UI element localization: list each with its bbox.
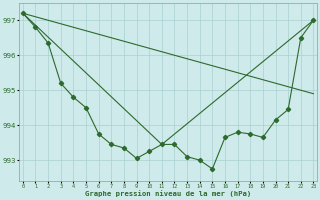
X-axis label: Graphe pression niveau de la mer (hPa): Graphe pression niveau de la mer (hPa)	[85, 190, 251, 197]
